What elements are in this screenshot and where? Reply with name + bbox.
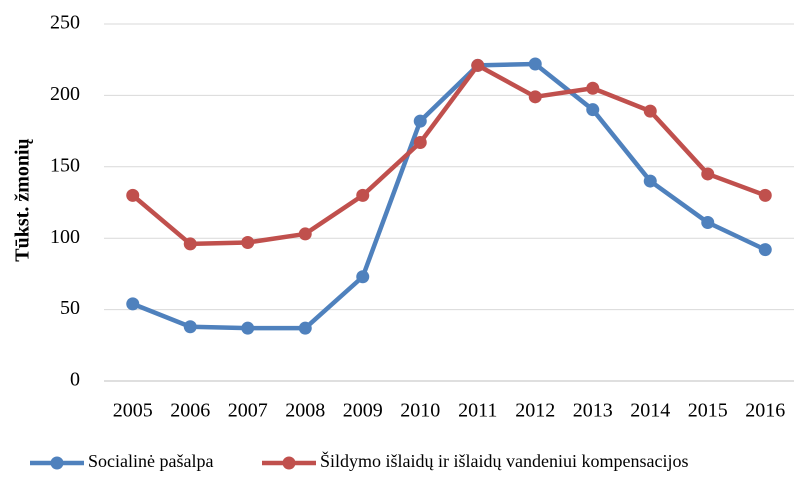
x-tick-label: 2008 — [285, 400, 325, 422]
point — [298, 227, 312, 241]
point — [183, 237, 197, 251]
x-tick-label: 2013 — [573, 400, 613, 422]
y-tick-label: 0 — [70, 369, 80, 391]
x-tick-label: 2006 — [170, 400, 210, 422]
y-tick-label: 200 — [50, 83, 80, 105]
y-tick-label: 250 — [50, 12, 80, 34]
point — [643, 104, 657, 118]
series-line — [131, 61, 767, 331]
point — [356, 188, 370, 202]
point — [126, 297, 140, 311]
x-tick-label: 2016 — [745, 400, 785, 422]
x-tick-label: 2009 — [343, 400, 383, 422]
x-tick-label: 2014 — [630, 400, 670, 422]
x-tick-label: 2007 — [228, 400, 268, 422]
x-tick-label: 2011 — [458, 400, 497, 422]
point — [241, 321, 255, 335]
legend-marker — [50, 456, 64, 470]
legend-marker — [282, 456, 296, 470]
point — [528, 90, 542, 104]
x-tick-label: 2012 — [515, 400, 555, 422]
x-tick-label: 2010 — [400, 400, 440, 422]
point — [413, 136, 427, 150]
point — [758, 243, 772, 257]
point — [701, 167, 715, 181]
point — [758, 188, 772, 202]
point — [586, 81, 600, 95]
point — [471, 58, 485, 72]
point — [586, 103, 600, 117]
point — [643, 174, 657, 188]
legend-label: Socialinė pašalpa — [88, 451, 213, 471]
point — [126, 188, 140, 202]
series-line — [131, 63, 767, 247]
x-tick-label: 2015 — [688, 400, 728, 422]
y-tick-label: 100 — [50, 226, 80, 248]
point — [528, 57, 542, 71]
point — [701, 215, 715, 229]
y-tick-label: 50 — [60, 297, 80, 319]
point — [298, 321, 312, 335]
point — [413, 114, 427, 128]
y-tick-label: 150 — [50, 154, 80, 176]
x-tick-label: 2005 — [113, 400, 153, 422]
point — [356, 270, 370, 284]
point — [183, 320, 197, 334]
y-axis-label: Tūkst. žmonių — [12, 138, 34, 261]
point — [241, 235, 255, 249]
legend-label: Šildymo išlaidų ir išlaidų vandeniui kom… — [320, 450, 688, 471]
